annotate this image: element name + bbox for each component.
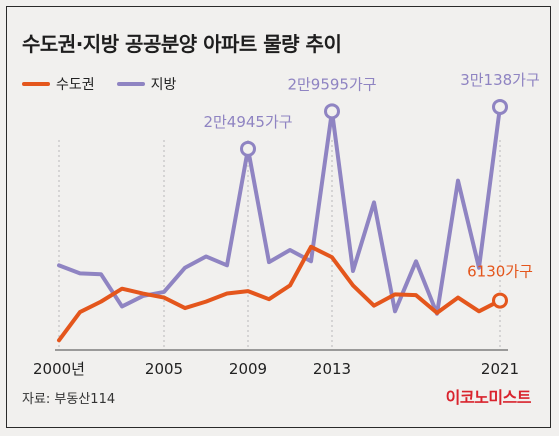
data-point-s1-17	[414, 259, 418, 263]
data-point-s1-8	[225, 263, 229, 267]
data-point-s1-12	[309, 259, 313, 263]
annotation-label-1: 2만9595가구	[287, 75, 376, 93]
x-tick-label-2: 2009	[229, 360, 267, 378]
annotation-marker-0	[240, 140, 256, 157]
data-point-s0-9	[246, 289, 250, 293]
data-point-s1-10	[267, 260, 271, 264]
data-point-s0-5	[162, 295, 166, 300]
data-point-s1-14	[351, 269, 355, 273]
series-line-0	[57, 244, 502, 343]
data-point-s1-19	[456, 179, 460, 183]
data-point-s0-19	[456, 295, 460, 300]
data-point-s0-3	[120, 287, 124, 291]
data-point-s1-0	[57, 263, 61, 267]
annotation-label-2: 3만138가구	[460, 71, 540, 89]
data-point-s1-5	[162, 290, 166, 294]
data-point-s0-11	[288, 283, 292, 288]
brand-logo: 이코노미스트	[445, 388, 532, 407]
data-point-s0-4	[141, 291, 145, 296]
x-tick-label-0: 2000년	[33, 360, 85, 378]
data-point-s0-20	[477, 309, 481, 313]
data-point-s0-7	[204, 300, 208, 304]
legend-label-regional: 지방	[150, 77, 177, 93]
legend: 수도권 지방	[22, 74, 176, 94]
x-tick-label-4: 2021	[481, 360, 519, 378]
source-note: 자료: 부동산114	[22, 392, 116, 407]
data-point-s0-8	[225, 291, 229, 296]
data-point-s0-15	[372, 304, 376, 308]
legend-label-capital: 수도권	[56, 77, 95, 93]
data-point-s1-3	[120, 304, 124, 309]
data-point-s0-14	[351, 283, 355, 288]
legend-swatch-capital	[22, 82, 50, 86]
data-point-s0-13	[330, 255, 334, 259]
x-tick-label-3: 2013	[313, 360, 351, 378]
data-point-s0-2	[99, 300, 103, 304]
data-point-s1-6	[183, 266, 187, 270]
data-point-s0-6	[183, 306, 187, 310]
data-point-s1-20	[477, 266, 481, 270]
annotation-marker-2	[492, 98, 508, 115]
x-tick-label-1: 2005	[145, 360, 183, 378]
annotation-marker-1	[324, 103, 340, 120]
data-point-s0-10	[267, 297, 271, 301]
data-point-s1-15	[372, 200, 376, 205]
data-point-s0-17	[414, 293, 418, 297]
data-point-s0-12	[309, 245, 313, 249]
chart-title: 수도권·지방 공공분양 아파트 물량 추이	[22, 32, 342, 56]
annotation-marker-3	[492, 292, 508, 309]
data-point-s1-1	[78, 271, 82, 275]
data-point-s0-1	[78, 310, 82, 314]
annotation-label-3: 6130가구	[467, 263, 533, 281]
annotation-label-0: 2만4945가구	[203, 113, 292, 131]
legend-swatch-regional	[116, 82, 145, 86]
data-point-s1-16	[393, 309, 397, 313]
series-line-1	[57, 104, 502, 316]
data-point-s1-7	[204, 254, 208, 259]
data-point-s0-0	[57, 338, 61, 342]
data-point-s0-18	[435, 311, 439, 315]
data-point-s1-2	[99, 272, 103, 276]
data-point-s0-16	[393, 292, 397, 296]
data-point-s1-11	[288, 248, 292, 252]
chart-frame	[6, 6, 551, 428]
